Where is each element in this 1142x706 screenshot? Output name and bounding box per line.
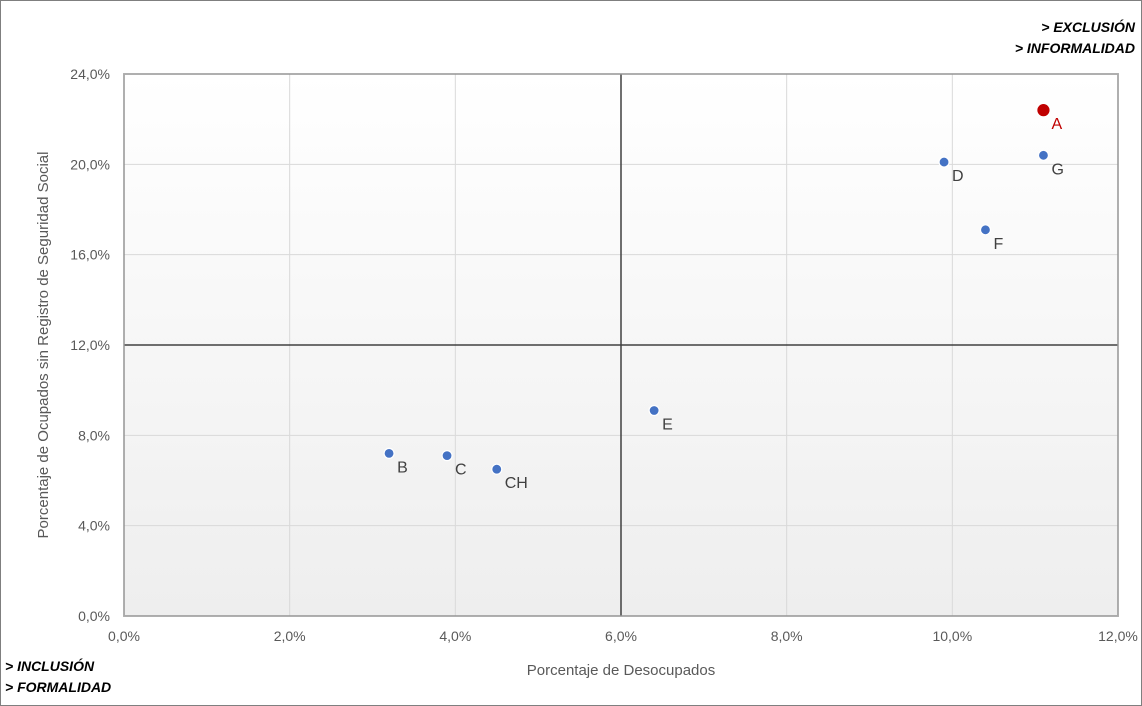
corner-label-line: > INFORMALIDAD — [1014, 40, 1135, 56]
point-label: E — [662, 416, 673, 433]
point-label: A — [1051, 116, 1062, 133]
y-tick-label: 24,0% — [70, 66, 110, 82]
point-c — [441, 450, 453, 462]
x-tick-label: 4,0% — [439, 628, 471, 644]
y-axis-title: Porcentaje de Ocupados sin Registro de S… — [35, 152, 52, 539]
point-label: CH — [505, 475, 528, 492]
y-tick-label: 0,0% — [78, 608, 110, 624]
point-b — [383, 447, 395, 459]
point-e — [648, 404, 660, 417]
corner-label-inclusion: > INCLUSIÓN > FORMALIDAD — [5, 656, 111, 698]
y-tick-label: 12,0% — [70, 337, 110, 353]
x-tick-label: 0,0% — [108, 628, 140, 644]
y-axis-ticks: 0,0% 4,0% 8,0% 12,0% 16,0% 20,0% 24,0% — [70, 66, 110, 624]
y-tick-label: 20,0% — [70, 156, 110, 172]
plot-frame — [123, 73, 1119, 617]
point-f — [979, 224, 992, 236]
point-g — [1037, 149, 1050, 161]
y-tick-label: 4,0% — [78, 518, 110, 534]
corner-label-exclusion: > EXCLUSIÓN > INFORMALIDAD — [1015, 17, 1135, 59]
point-label: C — [455, 462, 467, 479]
point-d — [938, 156, 950, 168]
point-ch — [491, 463, 503, 475]
x-tick-label: 2,0% — [274, 628, 306, 644]
x-tick-label: 12,0% — [1098, 628, 1138, 644]
point-label: G — [1051, 161, 1063, 178]
data-points: A B C CH D E F G — [383, 103, 1064, 492]
point-a — [1036, 103, 1051, 118]
x-axis-title: Porcentaje de Desocupados — [527, 662, 715, 679]
point-label: B — [397, 459, 408, 476]
corner-label-line: > EXCLUSIÓN — [1041, 19, 1135, 35]
corner-label-line: > FORMALIDAD — [5, 679, 112, 695]
y-tick-label: 8,0% — [78, 427, 110, 443]
point-label: D — [952, 168, 964, 185]
point-label: F — [993, 236, 1003, 253]
x-tick-label: 10,0% — [932, 628, 972, 644]
y-tick-label: 16,0% — [70, 247, 110, 263]
x-axis-ticks: 0,0% 2,0% 4,0% 6,0% 8,0% 10,0% 12,0% — [108, 628, 1138, 644]
corner-label-line: > INCLUSIÓN — [5, 658, 95, 674]
x-tick-label: 6,0% — [605, 628, 637, 644]
x-tick-label: 8,0% — [771, 628, 803, 644]
